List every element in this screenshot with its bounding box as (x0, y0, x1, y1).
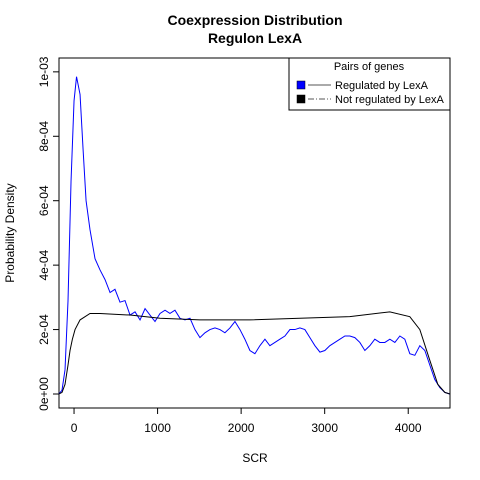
chart-subtitle: Regulon LexA (208, 30, 302, 46)
legend-swatch (296, 94, 306, 104)
legend-label: Regulated by LexA (335, 80, 429, 92)
plot-frame (58, 57, 451, 409)
y-tick-label: 2e-04 (37, 314, 51, 345)
y-tick-label: 8e-04 (37, 121, 51, 152)
legend-title: Pairs of genes (334, 61, 405, 73)
chart-title: Coexpression Distribution (167, 12, 342, 28)
y-axis-label: Probability Density (3, 183, 17, 282)
x-axis-label: SCR (242, 451, 268, 465)
x-tick-label: 2000 (228, 421, 255, 435)
legend-swatch (296, 80, 306, 90)
x-tick-label: 1000 (144, 421, 171, 435)
y-tick-label: 6e-04 (37, 185, 51, 216)
legend-box (288, 57, 451, 111)
y-tick-label: 4e-04 (37, 249, 51, 280)
x-tick-label: 0 (71, 421, 78, 435)
legend-label: Not regulated by LexA (335, 94, 445, 106)
density-line (58, 311, 450, 395)
density-line (58, 76, 450, 395)
x-tick-label: 3000 (311, 421, 338, 435)
y-tick-label: 1e-03 (37, 56, 51, 87)
y-tick-label: 0e+00 (37, 377, 51, 411)
x-tick-label: 4000 (395, 421, 422, 435)
